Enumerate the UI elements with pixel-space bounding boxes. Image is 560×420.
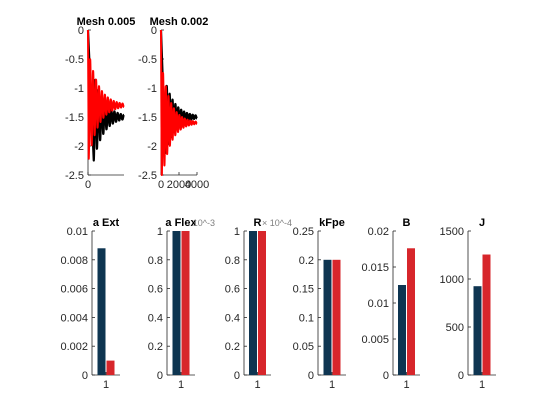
y-tick-label: 1 — [157, 226, 163, 238]
x-tick-label: 1 — [403, 379, 409, 391]
y-tick-label: 0.2 — [225, 341, 240, 353]
y-tick-label: -2 — [74, 141, 84, 153]
y-tick-label: 0.2 — [299, 255, 314, 267]
chart-title: Mesh 0.005 — [77, 16, 136, 28]
y-tick-label: 0.25 — [293, 226, 314, 238]
bar-red — [258, 231, 266, 375]
y-tick-label: 0.8 — [148, 255, 163, 267]
y-tick-label: 0.05 — [293, 341, 314, 353]
bar-chart-4: 0 0.2 0.4 0.6 0.8 1 1 R × 10^-4 — [225, 217, 292, 391]
bar-chart-6: 0 0.005 0.01 0.015 0.02 1 B — [361, 217, 420, 391]
y-tick-label: 0.01 — [67, 226, 88, 238]
y-tick-label: 0.002 — [60, 341, 88, 353]
bar-red — [106, 360, 115, 375]
x-tick-label: 4000 — [185, 179, 209, 191]
y-tick-label: -0.5 — [65, 54, 84, 66]
y-tick-label: -1.5 — [65, 112, 84, 124]
y-tick-label: 0 — [383, 370, 389, 382]
y-tick-label: 0.015 — [361, 262, 389, 274]
x-tick-label: 1 — [479, 379, 485, 391]
y-tick-label: 0.6 — [225, 284, 240, 296]
bar-chart-5: 0 0.05 0.1 0.15 0.2 0.25 1 kFpe — [293, 217, 346, 391]
y-tick-label: 1000 — [440, 274, 464, 286]
series-line-red — [160, 29, 198, 176]
bar-red — [482, 254, 491, 375]
chart-title: Mesh 0.002 — [150, 16, 209, 28]
y-tick-label: 1500 — [440, 226, 464, 238]
y-tick-label: 0 — [234, 370, 240, 382]
exponent-label: × 10^-3 — [185, 218, 215, 228]
y-tick-label: 0.02 — [368, 226, 389, 238]
x-tick-label: 2000 — [167, 179, 191, 191]
x-tick-label: 1 — [178, 379, 184, 391]
bar-dark — [323, 259, 332, 375]
y-tick-label: 0 — [458, 370, 464, 382]
bar-chart-2: 0 0.002 0.004 0.006 0.008 0.01 1 a Ext — [60, 217, 120, 391]
chart-title: B — [403, 217, 411, 229]
y-tick-label: 0.6 — [148, 284, 163, 296]
bar-dark — [97, 248, 106, 375]
y-tick-label: 1 — [234, 226, 240, 238]
bar-dark — [172, 231, 181, 375]
y-tick-label: 0.2 — [148, 341, 163, 353]
y-tick-label: -1 — [147, 83, 157, 95]
chart-title: a Flex — [165, 217, 197, 229]
y-tick-label: 0.008 — [60, 255, 88, 267]
y-tick-label: 0 — [82, 370, 88, 382]
series-line-red — [87, 29, 125, 160]
y-tick-label: 0.004 — [60, 312, 88, 324]
x-tick-label: 1 — [254, 379, 260, 391]
x-tick-label: 0 — [85, 179, 91, 191]
y-tick-label: -0.5 — [138, 54, 157, 66]
y-tick-label: -2.5 — [138, 170, 157, 182]
y-tick-label: 0 — [308, 370, 314, 382]
y-tick-label: 0 — [157, 370, 163, 382]
x-tick-label: 1 — [329, 379, 335, 391]
chart-title: J — [479, 217, 485, 229]
bar-red — [407, 248, 415, 375]
bar-red — [332, 259, 341, 375]
bar-chart-7: 0 500 1000 1500 1 J — [440, 217, 496, 391]
bar-dark — [473, 286, 482, 375]
y-tick-label: 500 — [446, 322, 464, 334]
x-tick-label: 0 — [158, 179, 164, 191]
y-tick-label: 0.006 — [60, 284, 88, 296]
y-tick-label: 0.005 — [361, 334, 389, 346]
x-tick-label: 1 — [103, 379, 109, 391]
y-tick-label: 0.1 — [299, 312, 314, 324]
exponent-label: × 10^-4 — [262, 218, 292, 228]
bar-red — [181, 231, 190, 375]
y-tick-label: 0.4 — [225, 312, 240, 324]
y-tick-label: 0.15 — [293, 284, 314, 296]
chart-title: R — [254, 217, 262, 229]
chart-title: a Ext — [93, 217, 120, 229]
y-tick-label: -2.5 — [65, 170, 84, 182]
y-tick-label: 0 — [151, 25, 157, 37]
y-tick-label: -1 — [74, 83, 84, 95]
bar-dark — [398, 285, 406, 375]
y-tick-label: 0 — [78, 25, 84, 37]
y-tick-label: -1.5 — [138, 112, 157, 124]
y-tick-label: -2 — [147, 141, 157, 153]
y-tick-label: 0.8 — [225, 255, 240, 267]
bar-dark — [249, 231, 257, 375]
y-tick-label: 0.01 — [368, 298, 389, 310]
chart-title: kFpe — [319, 217, 345, 229]
y-tick-label: 0.4 — [148, 312, 163, 324]
